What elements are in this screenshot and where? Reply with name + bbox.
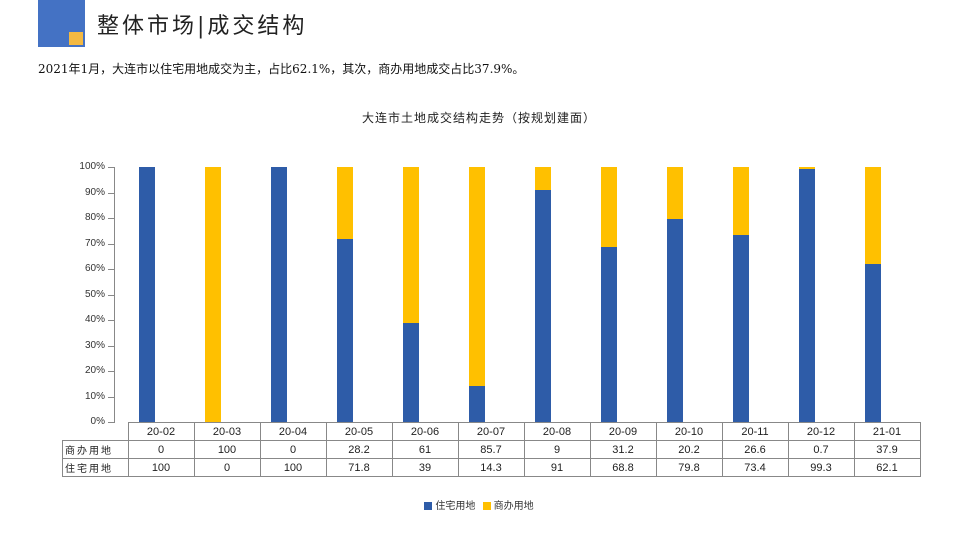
category-label: 20-02 — [127, 422, 195, 441]
table-cell: 28.2 — [325, 440, 393, 459]
table-cell: 0.7 — [787, 440, 855, 459]
table-cell: 0 — [259, 440, 327, 459]
table-cell: 99.3 — [787, 458, 855, 477]
table-cell: 100 — [127, 458, 195, 477]
table-cell: 9 — [523, 440, 591, 459]
bar-residential — [403, 322, 419, 422]
category-label: 20-07 — [457, 422, 525, 441]
bar-commercial — [469, 167, 485, 386]
y-tick — [108, 294, 114, 296]
y-tick-label: 30% — [84, 339, 105, 351]
y-tick-label: 60% — [84, 263, 105, 274]
bar-residential — [139, 167, 155, 422]
bar-commercial — [799, 167, 815, 169]
bar-residential — [733, 234, 749, 422]
page-title: 整体市场|成交结构 — [97, 14, 308, 39]
table-cell: 73.4 — [721, 458, 789, 477]
table-cell: 37.9 — [853, 440, 921, 459]
y-tick-label: 50% — [84, 288, 105, 300]
bar-residential — [337, 238, 353, 422]
y-tick-label: 70% — [84, 237, 105, 249]
category-label: 20-12 — [787, 422, 855, 441]
y-tick — [108, 396, 114, 398]
legend-swatch-commercial — [482, 502, 491, 510]
bar-residential — [271, 167, 287, 422]
bar-commercial — [601, 167, 617, 247]
table-cell: 100 — [259, 458, 327, 477]
table-cell: 85.7 — [457, 440, 525, 459]
table-cell: 79.8 — [655, 458, 723, 477]
bar-commercial — [865, 167, 881, 264]
y-tick-label: 80% — [84, 212, 105, 223]
table-cell: 31.2 — [589, 440, 657, 459]
table-cell: 26.6 — [721, 440, 789, 459]
category-label: 20-04 — [259, 422, 327, 441]
bar-residential — [865, 263, 881, 422]
bar-residential — [535, 189, 551, 422]
y-tick — [108, 371, 114, 372]
logo-accent — [69, 32, 83, 45]
bar-residential — [667, 218, 683, 422]
bar-residential — [799, 168, 815, 422]
table-cell: 62.1 — [853, 458, 921, 477]
bar-commercial — [733, 167, 749, 235]
table-row: 商办用地 0 100 0 28.2 61 85.7 9 31.2 20.2 26.6 0.7 37.9 — [62, 440, 921, 459]
y-tick-label: 90% — [84, 186, 105, 198]
category-label: 20-09 — [589, 422, 657, 441]
y-tick-label: 10% — [84, 390, 105, 402]
y-tick — [108, 192, 114, 194]
data-table: 20-02 20-03 20-04 20-05 20-06 20-07 20-08 20-09… — [62, 422, 921, 477]
category-label: 20-03 — [193, 422, 261, 441]
chart-title: 大连市土地成交结构走势（按规划建面） — [361, 111, 596, 125]
table-cell: 71.8 — [325, 458, 393, 477]
table-cell: 0 — [127, 440, 195, 459]
y-tick — [108, 243, 114, 245]
bar-commercial — [205, 167, 221, 422]
table-cell: 91 — [523, 458, 591, 477]
y-tick-label: 100% — [79, 161, 105, 172]
table-header-row: 20-02 20-03 20-04 20-05 20-06 20-07 20-08 20-09… — [62, 422, 921, 441]
table-cell: 0 — [193, 458, 261, 477]
bar-commercial — [337, 167, 353, 239]
row-label: 住宅用地 — [62, 458, 129, 477]
y-tick — [108, 218, 114, 219]
table-corner — [62, 422, 129, 441]
y-tick — [108, 345, 114, 347]
table-cell: 100 — [193, 440, 261, 459]
row-label: 商办用地 — [62, 440, 129, 459]
legend-item-commercial: 商办用地 — [482, 497, 534, 512]
plot-area — [114, 167, 906, 422]
table-cell: 61 — [391, 440, 459, 459]
y-tick — [108, 320, 114, 321]
table-cell: 68.8 — [589, 458, 657, 477]
table-cell: 20.2 — [655, 440, 723, 459]
summary-text: 2021年1月，大连市以住宅用地成交为主，占比62.1%，其次，商办用地成交占比… — [38, 62, 525, 76]
category-label: 20-06 — [391, 422, 459, 441]
category-label: 20-10 — [655, 422, 723, 441]
bar-commercial — [403, 167, 419, 323]
category-label: 20-05 — [325, 422, 393, 441]
bar-commercial — [667, 167, 683, 219]
bar-residential — [601, 246, 617, 422]
y-tick-label: 20% — [84, 365, 105, 376]
table-cell: 39 — [391, 458, 459, 477]
category-label: 20-11 — [721, 422, 789, 441]
legend: 住宅用地 商办用地 — [0, 497, 958, 512]
table-cell: 14.3 — [457, 458, 525, 477]
legend-item-residential: 住宅用地 — [424, 497, 475, 512]
y-tick-label: 0% — [90, 416, 105, 427]
table-row: 住宅用地 100 0 100 71.8 39 14.3 91 68.8 79.8 73.4 99.3… — [62, 458, 921, 477]
y-axis-line — [114, 167, 115, 423]
legend-swatch-residential — [424, 502, 433, 510]
y-tick — [108, 167, 114, 168]
y-tick-label: 40% — [84, 314, 105, 325]
y-tick — [108, 269, 114, 270]
category-label: 21-01 — [853, 422, 921, 441]
category-label: 20-08 — [523, 422, 591, 441]
bar-commercial — [535, 167, 551, 190]
bar-residential — [469, 385, 485, 422]
